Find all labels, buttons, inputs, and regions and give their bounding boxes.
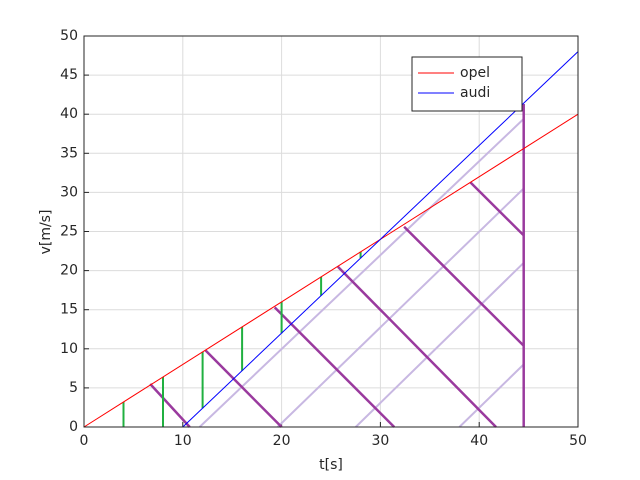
- x-tick-label: 10: [174, 433, 192, 449]
- y-tick-label: 15: [60, 302, 78, 318]
- series-line: [83, 113, 579, 428]
- y-tick-label: 45: [60, 67, 78, 83]
- x-tick-label: 50: [569, 433, 587, 449]
- plot-frame: [83, 35, 579, 428]
- y-axis-label: v[m/s]: [38, 210, 54, 255]
- segment-line: [122, 251, 362, 427]
- y-tick-label: 20: [60, 263, 78, 279]
- x-tick-label: 30: [371, 433, 389, 449]
- x-tick-label: 20: [273, 433, 291, 449]
- y-tick-label: 35: [60, 145, 78, 161]
- y-tick-label: 0: [69, 419, 78, 435]
- x-tick-label: 40: [470, 433, 488, 449]
- y-tick-label: 50: [60, 28, 78, 44]
- legend-box: [411, 56, 523, 112]
- y-tick-label: 10: [60, 341, 78, 357]
- segment-line: [198, 118, 525, 428]
- segment-line: [149, 104, 525, 428]
- legend-label: audi: [460, 85, 490, 101]
- y-tick-label: 25: [60, 224, 78, 240]
- x-tick-label: 0: [80, 433, 89, 449]
- y-tick-label: 30: [60, 184, 78, 200]
- y-tick-label: 40: [60, 106, 78, 122]
- y-tick-label: 5: [69, 380, 78, 396]
- x-axis-label: t[s]: [319, 457, 343, 473]
- legend-label: opel: [460, 65, 490, 81]
- series-line: [182, 51, 579, 428]
